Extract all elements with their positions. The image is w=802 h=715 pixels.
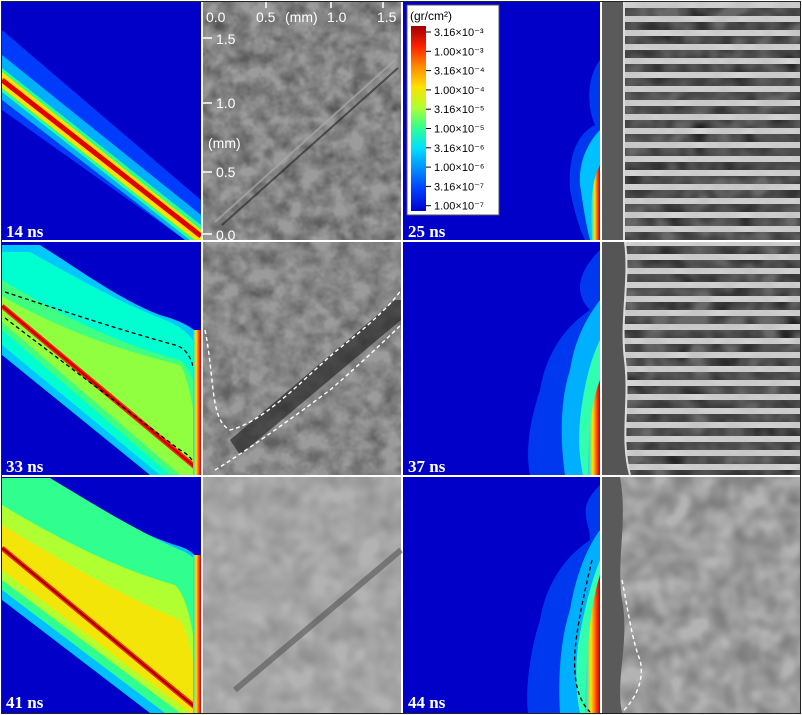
- interferogram-25ns: [602, 2, 800, 240]
- time-label-41ns: 41 ns: [6, 693, 44, 712]
- time-label-37ns: 37 ns: [408, 457, 446, 476]
- y-tick-1: 1.0: [216, 95, 236, 111]
- colorbar-tick-label: 3.16×10⁻³: [434, 27, 484, 39]
- x-tick-3: 1.5: [377, 9, 397, 25]
- colorbar: (gr/cm²) 3.16×10⁻³ 1.00×10⁻³ 3.16×10⁻⁴ 1.00…: [406, 4, 500, 216]
- colorbar-tick-label: 3.16×10⁻⁶: [434, 143, 484, 155]
- colorbar-tick-label: 1.00×10⁻⁷: [434, 201, 484, 213]
- interferogram-14ns: [203, 2, 401, 240]
- x-tick-2: 1.0: [327, 9, 347, 25]
- interferogram-37ns: [602, 241, 800, 476]
- time-label-14ns: 14 ns: [6, 222, 44, 241]
- sim-panel-14ns: [2, 2, 201, 240]
- time-label-33ns: 33 ns: [6, 457, 44, 476]
- colorbar-ticks: 3.16×10⁻³ 1.00×10⁻³ 3.16×10⁻⁴ 1.00×10⁻⁴ 3.16…: [426, 27, 485, 213]
- sim-panel-41ns: [2, 477, 201, 713]
- axes: 0.0 0.5 (mm) 1.0 1.5 1.5 1.0 (mm) 0.5 0.…: [203, 2, 397, 243]
- colorbar-scale: [411, 26, 426, 211]
- sim-panel-44ns: [403, 477, 600, 713]
- colorbar-tick-label: 1.00×10⁻⁴: [434, 85, 485, 97]
- colorbar-tick-label: 1.00×10⁻⁶: [434, 162, 484, 174]
- x-tick-1: 0.5: [256, 9, 276, 25]
- interferogram-41ns: [203, 477, 403, 713]
- colorbar-tick-label: 3.16×10⁻⁷: [434, 181, 484, 193]
- y-tick-2: 0.5: [216, 164, 236, 180]
- colorbar-unit: (gr/cm²): [410, 9, 452, 23]
- colorbar-tick-label: 3.16×10⁻⁴: [434, 66, 485, 78]
- x-tick-0: 0.0: [206, 9, 226, 25]
- time-label-44ns: 44 ns: [408, 693, 446, 712]
- y-tick-3: 0.0: [216, 227, 236, 243]
- interferogram-33ns: [203, 242, 402, 475]
- colorbar-tick-label: 1.00×10⁻³: [434, 46, 484, 58]
- sim-panel-33ns: [2, 242, 201, 475]
- colorbar-tick-label: 3.16×10⁻⁵: [434, 104, 484, 116]
- sim-panel-37ns: [403, 242, 600, 475]
- x-axis-unit: (mm): [285, 9, 318, 25]
- interferogram-44ns: [602, 477, 800, 713]
- y-tick-0: 1.5: [216, 31, 236, 47]
- time-label-25ns: 25 ns: [408, 222, 446, 241]
- colorbar-tick-label: 1.00×10⁻⁵: [434, 124, 484, 136]
- y-axis-unit: (mm): [208, 135, 241, 151]
